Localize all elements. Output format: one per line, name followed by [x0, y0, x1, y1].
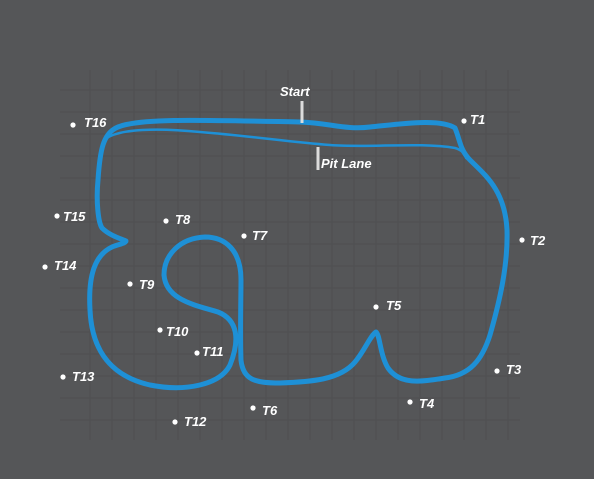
turn-label-t2: T2 — [530, 233, 546, 248]
turn-label-t4: T4 — [419, 396, 435, 411]
turn-dot-t2 — [519, 237, 525, 243]
turn-dot-t15 — [54, 213, 60, 219]
turn-label-t15: T15 — [63, 209, 86, 224]
turn-label-t16: T16 — [84, 115, 107, 130]
turn-dot-t7 — [241, 233, 247, 239]
start-label: Start — [280, 84, 310, 99]
turn-t7: T7 — [241, 228, 268, 243]
turn-label-t7: T7 — [252, 228, 268, 243]
turn-dot-t1 — [461, 118, 467, 124]
turn-t13: T13 — [60, 369, 95, 384]
turn-label-t1: T1 — [470, 112, 485, 127]
turn-label-t10: T10 — [166, 324, 189, 339]
turn-dot-t10 — [157, 327, 163, 333]
turn-t4: T4 — [407, 396, 435, 411]
turn-t16: T16 — [70, 115, 107, 130]
turn-label-t9: T9 — [139, 277, 155, 292]
turn-label-t11: T11 — [202, 344, 223, 359]
turn-label-t12: T12 — [184, 414, 207, 429]
pit-lane-label: Pit Lane — [321, 156, 372, 171]
pit-lane-path — [102, 128, 468, 160]
turn-label-t14: T14 — [54, 258, 77, 273]
turn-label-t3: T3 — [506, 362, 522, 377]
turn-dot-t12 — [172, 419, 178, 425]
turn-t8: T8 — [163, 212, 191, 227]
turn-t1: T1 — [461, 112, 485, 127]
turn-dot-t9 — [127, 281, 133, 287]
turn-label-t6: T6 — [262, 403, 278, 418]
turn-t6: T6 — [250, 403, 278, 418]
turn-t15: T15 — [54, 209, 86, 224]
turn-dot-t5 — [373, 304, 379, 310]
turn-dot-t13 — [60, 374, 66, 380]
turn-dot-t3 — [494, 368, 500, 374]
turn-label-t5: T5 — [386, 298, 402, 313]
turn-t3: T3 — [494, 362, 522, 377]
turn-dot-t14 — [42, 264, 48, 270]
turn-t12: T12 — [172, 414, 207, 429]
turn-t9: T9 — [127, 277, 155, 292]
turn-t14: T14 — [42, 258, 77, 273]
turn-dot-t11 — [194, 350, 200, 356]
turn-t2: T2 — [519, 233, 546, 248]
turn-dot-t16 — [70, 122, 76, 128]
turn-dot-t6 — [250, 405, 256, 411]
turn-dot-t8 — [163, 218, 169, 224]
turn-t5: T5 — [373, 298, 402, 313]
turn-dot-t4 — [407, 399, 413, 405]
circuit-track — [87, 117, 510, 391]
turn-t10: T10 — [157, 324, 189, 339]
turn-label-t8: T8 — [175, 212, 191, 227]
turn-label-t13: T13 — [72, 369, 95, 384]
turn-t11: T11 — [194, 344, 223, 359]
